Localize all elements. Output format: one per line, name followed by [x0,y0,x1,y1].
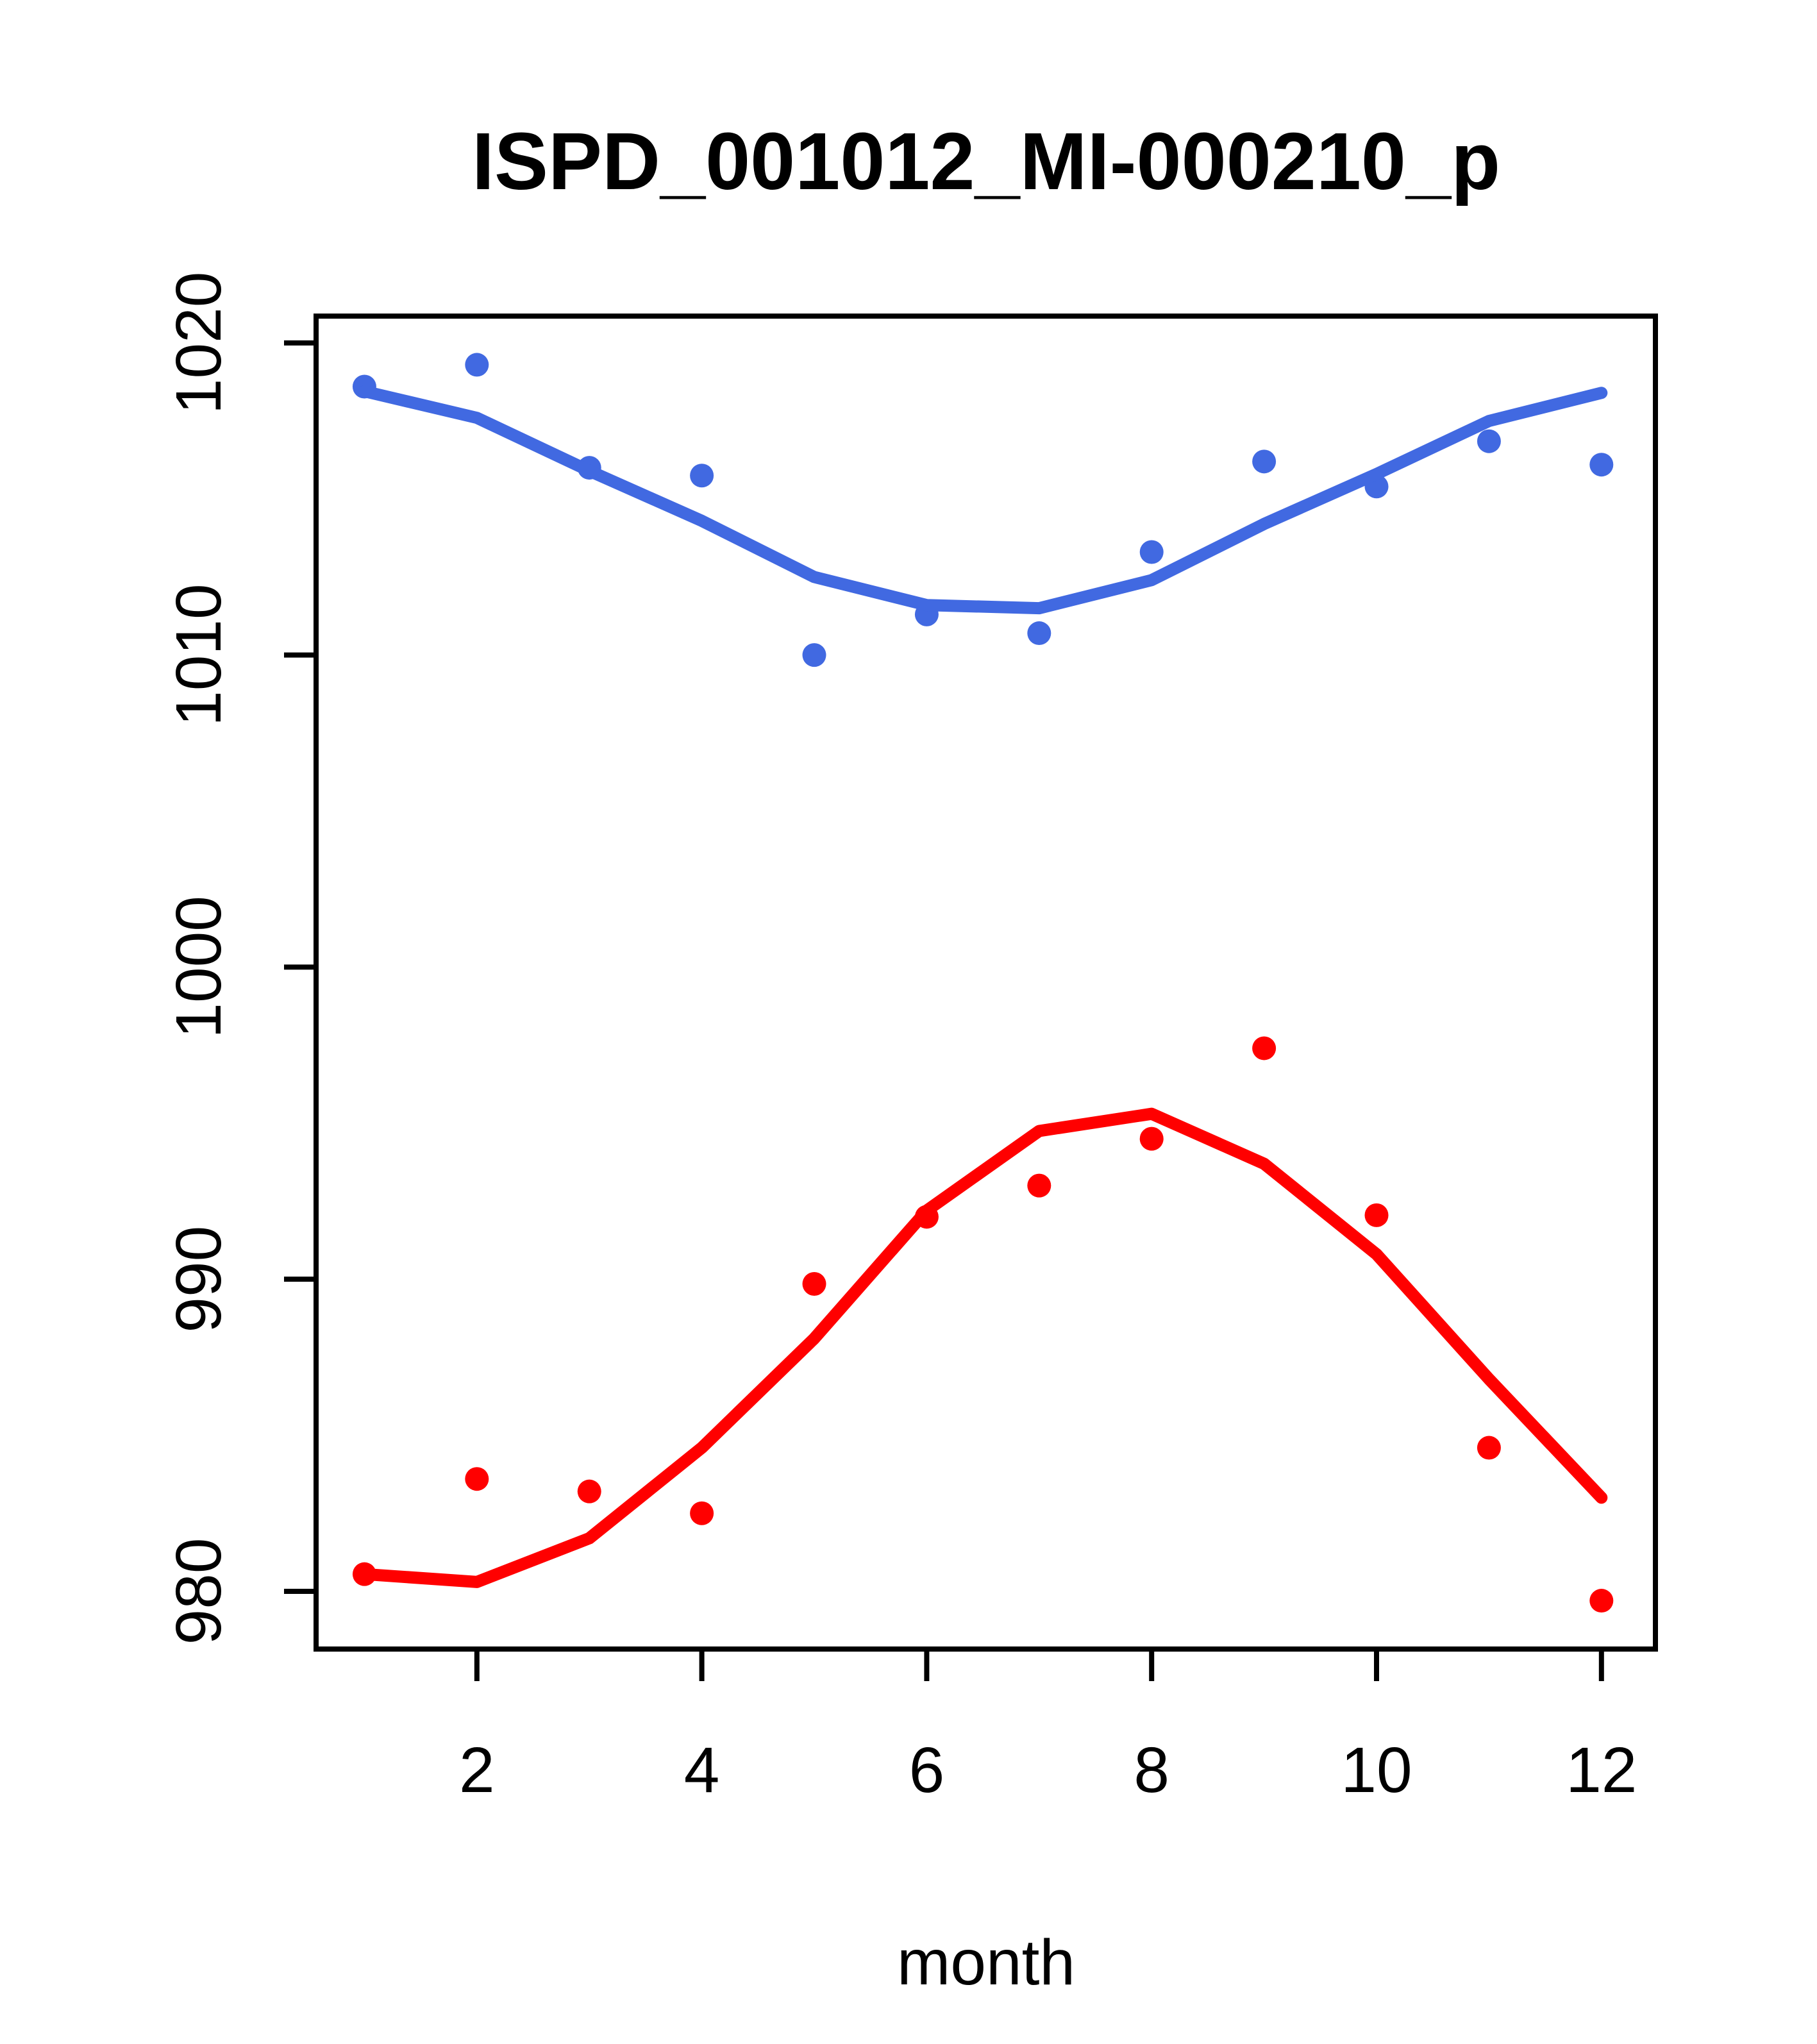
lower-points-point [1477,1436,1501,1460]
x-axis: 2 4 6 8 10 12 [459,1649,1637,1806]
upper-points-point [465,353,489,377]
lower-points-point [1139,1127,1164,1151]
upper-points-point [1589,453,1614,477]
x-tick-label: 4 [684,1734,720,1806]
lower-smooth-line [358,1107,1608,1588]
upper-points-point [1252,449,1277,474]
lower-points-point [465,1467,489,1491]
upper-points-point [1027,621,1051,646]
lower-points-point [1252,1036,1277,1060]
chart-title: ISPD_001012_MI-000210_p [472,116,1500,206]
y-tick-label: 1010 [163,583,235,726]
upper-points-point [1139,540,1164,564]
data-series [352,353,1614,1613]
x-tick-label: 12 [1566,1734,1637,1806]
lower-points-point [1589,1589,1614,1613]
lower-points-point [690,1501,714,1525]
lower-points-point [802,1271,826,1296]
lower-points-point [577,1479,601,1504]
y-axis: 980 990 1000 1010 1020 [163,272,316,1645]
upper-smooth-line [358,385,1608,615]
plot-border [314,314,1658,1652]
y-tick-label: 1000 [163,896,235,1038]
x-tick-label: 2 [459,1734,495,1806]
x-tick-label: 6 [909,1734,945,1806]
y-tick-label: 980 [163,1538,235,1645]
upper-points-point [690,464,714,488]
lower-points-point [1027,1173,1051,1198]
upper-points-point [1477,429,1501,453]
lower-points-point [1364,1203,1389,1227]
upper-points-point [802,643,826,667]
x-tick-label: 8 [1134,1734,1169,1806]
x-tick-label: 10 [1341,1734,1412,1806]
x-axis-title: month [897,1927,1075,1998]
y-tick-label: 990 [163,1226,235,1333]
y-tick-label: 1020 [163,272,235,414]
